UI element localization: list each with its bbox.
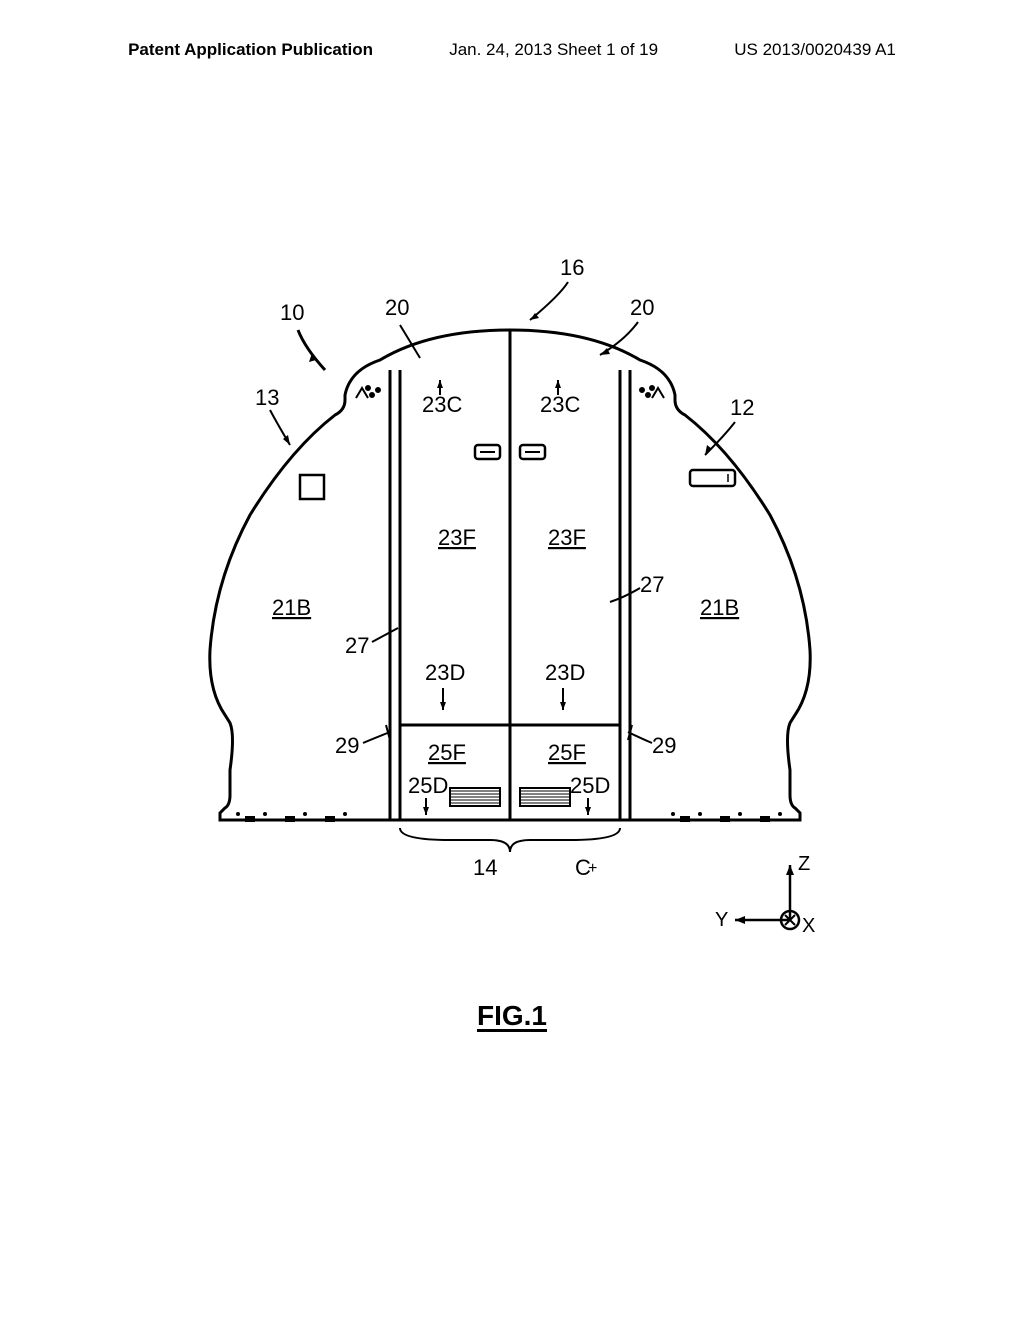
ref-21b-left: 21B xyxy=(272,595,311,620)
ref-29-right: 29 xyxy=(652,733,676,758)
ref-23d-right: 23D xyxy=(545,660,585,685)
ref-23c-right: 23C xyxy=(540,392,580,417)
ref-23f-left: 23F xyxy=(438,525,476,550)
header-left-text: Patent Application Publication xyxy=(128,40,373,60)
ref-29-left: 29 xyxy=(335,733,359,758)
ref-27-left: 27 xyxy=(345,633,369,658)
page-header: Patent Application Publication Jan. 24, … xyxy=(0,40,1024,60)
ref-25d-left: 25D xyxy=(408,773,448,798)
header-right-text: US 2013/0020439 A1 xyxy=(734,40,896,60)
header-center-text: Jan. 24, 2013 Sheet 1 of 19 xyxy=(449,40,658,60)
ref-23d-left: 23D xyxy=(425,660,465,685)
ref-25f-right: 25F xyxy=(548,740,586,765)
figure-title: FIG.1 xyxy=(477,1000,547,1032)
coordinate-axes: Z Y X xyxy=(715,853,815,937)
ref-23f-right: 23F xyxy=(548,525,586,550)
ref-16: 16 xyxy=(560,255,584,280)
ref-20-left: 20 xyxy=(385,295,409,320)
ref-27-right: 27 xyxy=(640,572,664,597)
ref-10: 10 xyxy=(280,300,304,325)
ref-23c-left: 23C xyxy=(422,392,462,417)
svg-text:+: + xyxy=(588,860,597,877)
axis-z-label: Z xyxy=(798,853,810,875)
ref-12: 12 xyxy=(730,395,754,420)
axis-y-label: Y xyxy=(715,909,728,931)
axis-x-label: X xyxy=(802,915,815,937)
ref-21b-right: 21B xyxy=(700,595,739,620)
ref-25f-left: 25F xyxy=(428,740,466,765)
ref-25d-right: 25D xyxy=(570,773,610,798)
figure-svg: 16 10 20 20 13 12 23C xyxy=(150,240,870,960)
ref-13: 13 xyxy=(255,385,279,410)
ref-14: 14 xyxy=(473,855,497,880)
figure-container: 16 10 20 20 13 12 23C xyxy=(150,240,870,960)
ref-20-right: 20 xyxy=(630,295,654,320)
